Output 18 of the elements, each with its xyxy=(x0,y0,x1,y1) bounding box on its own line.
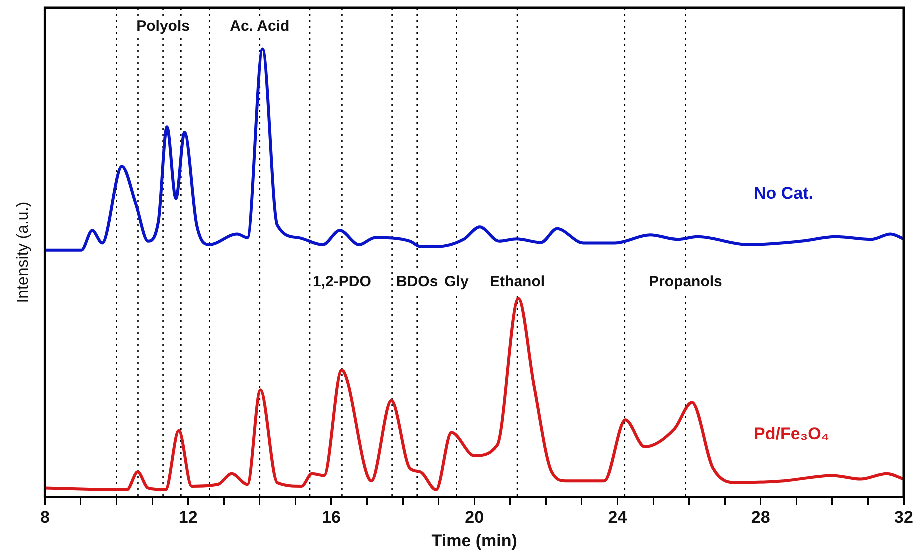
x-axis-title: Time (min) xyxy=(432,531,518,550)
text: No Cat. xyxy=(754,184,814,204)
x-tick-label: 8 xyxy=(40,508,50,528)
x-tick-label: 24 xyxy=(608,508,628,528)
annotation: BDOs xyxy=(396,273,438,290)
x-tick-label: 32 xyxy=(894,508,914,528)
annotation: Propanols xyxy=(649,273,722,290)
annotation: 1,2-PDO xyxy=(313,273,372,290)
x-tick-label: 16 xyxy=(322,508,341,528)
annotation: Polyols xyxy=(136,18,190,35)
y-axis-title: Intensity (a.u.) xyxy=(15,202,32,304)
x-tick-label: 28 xyxy=(751,508,770,528)
annotation: Gly xyxy=(444,273,470,290)
x-tick-label: 12 xyxy=(178,508,198,528)
annotation: Ethanol xyxy=(490,273,546,290)
series-label: Pd/Fe₃O₄ xyxy=(754,424,830,444)
x-tick-label: 20 xyxy=(465,508,484,528)
annotation: Ac. Acid xyxy=(230,18,290,35)
